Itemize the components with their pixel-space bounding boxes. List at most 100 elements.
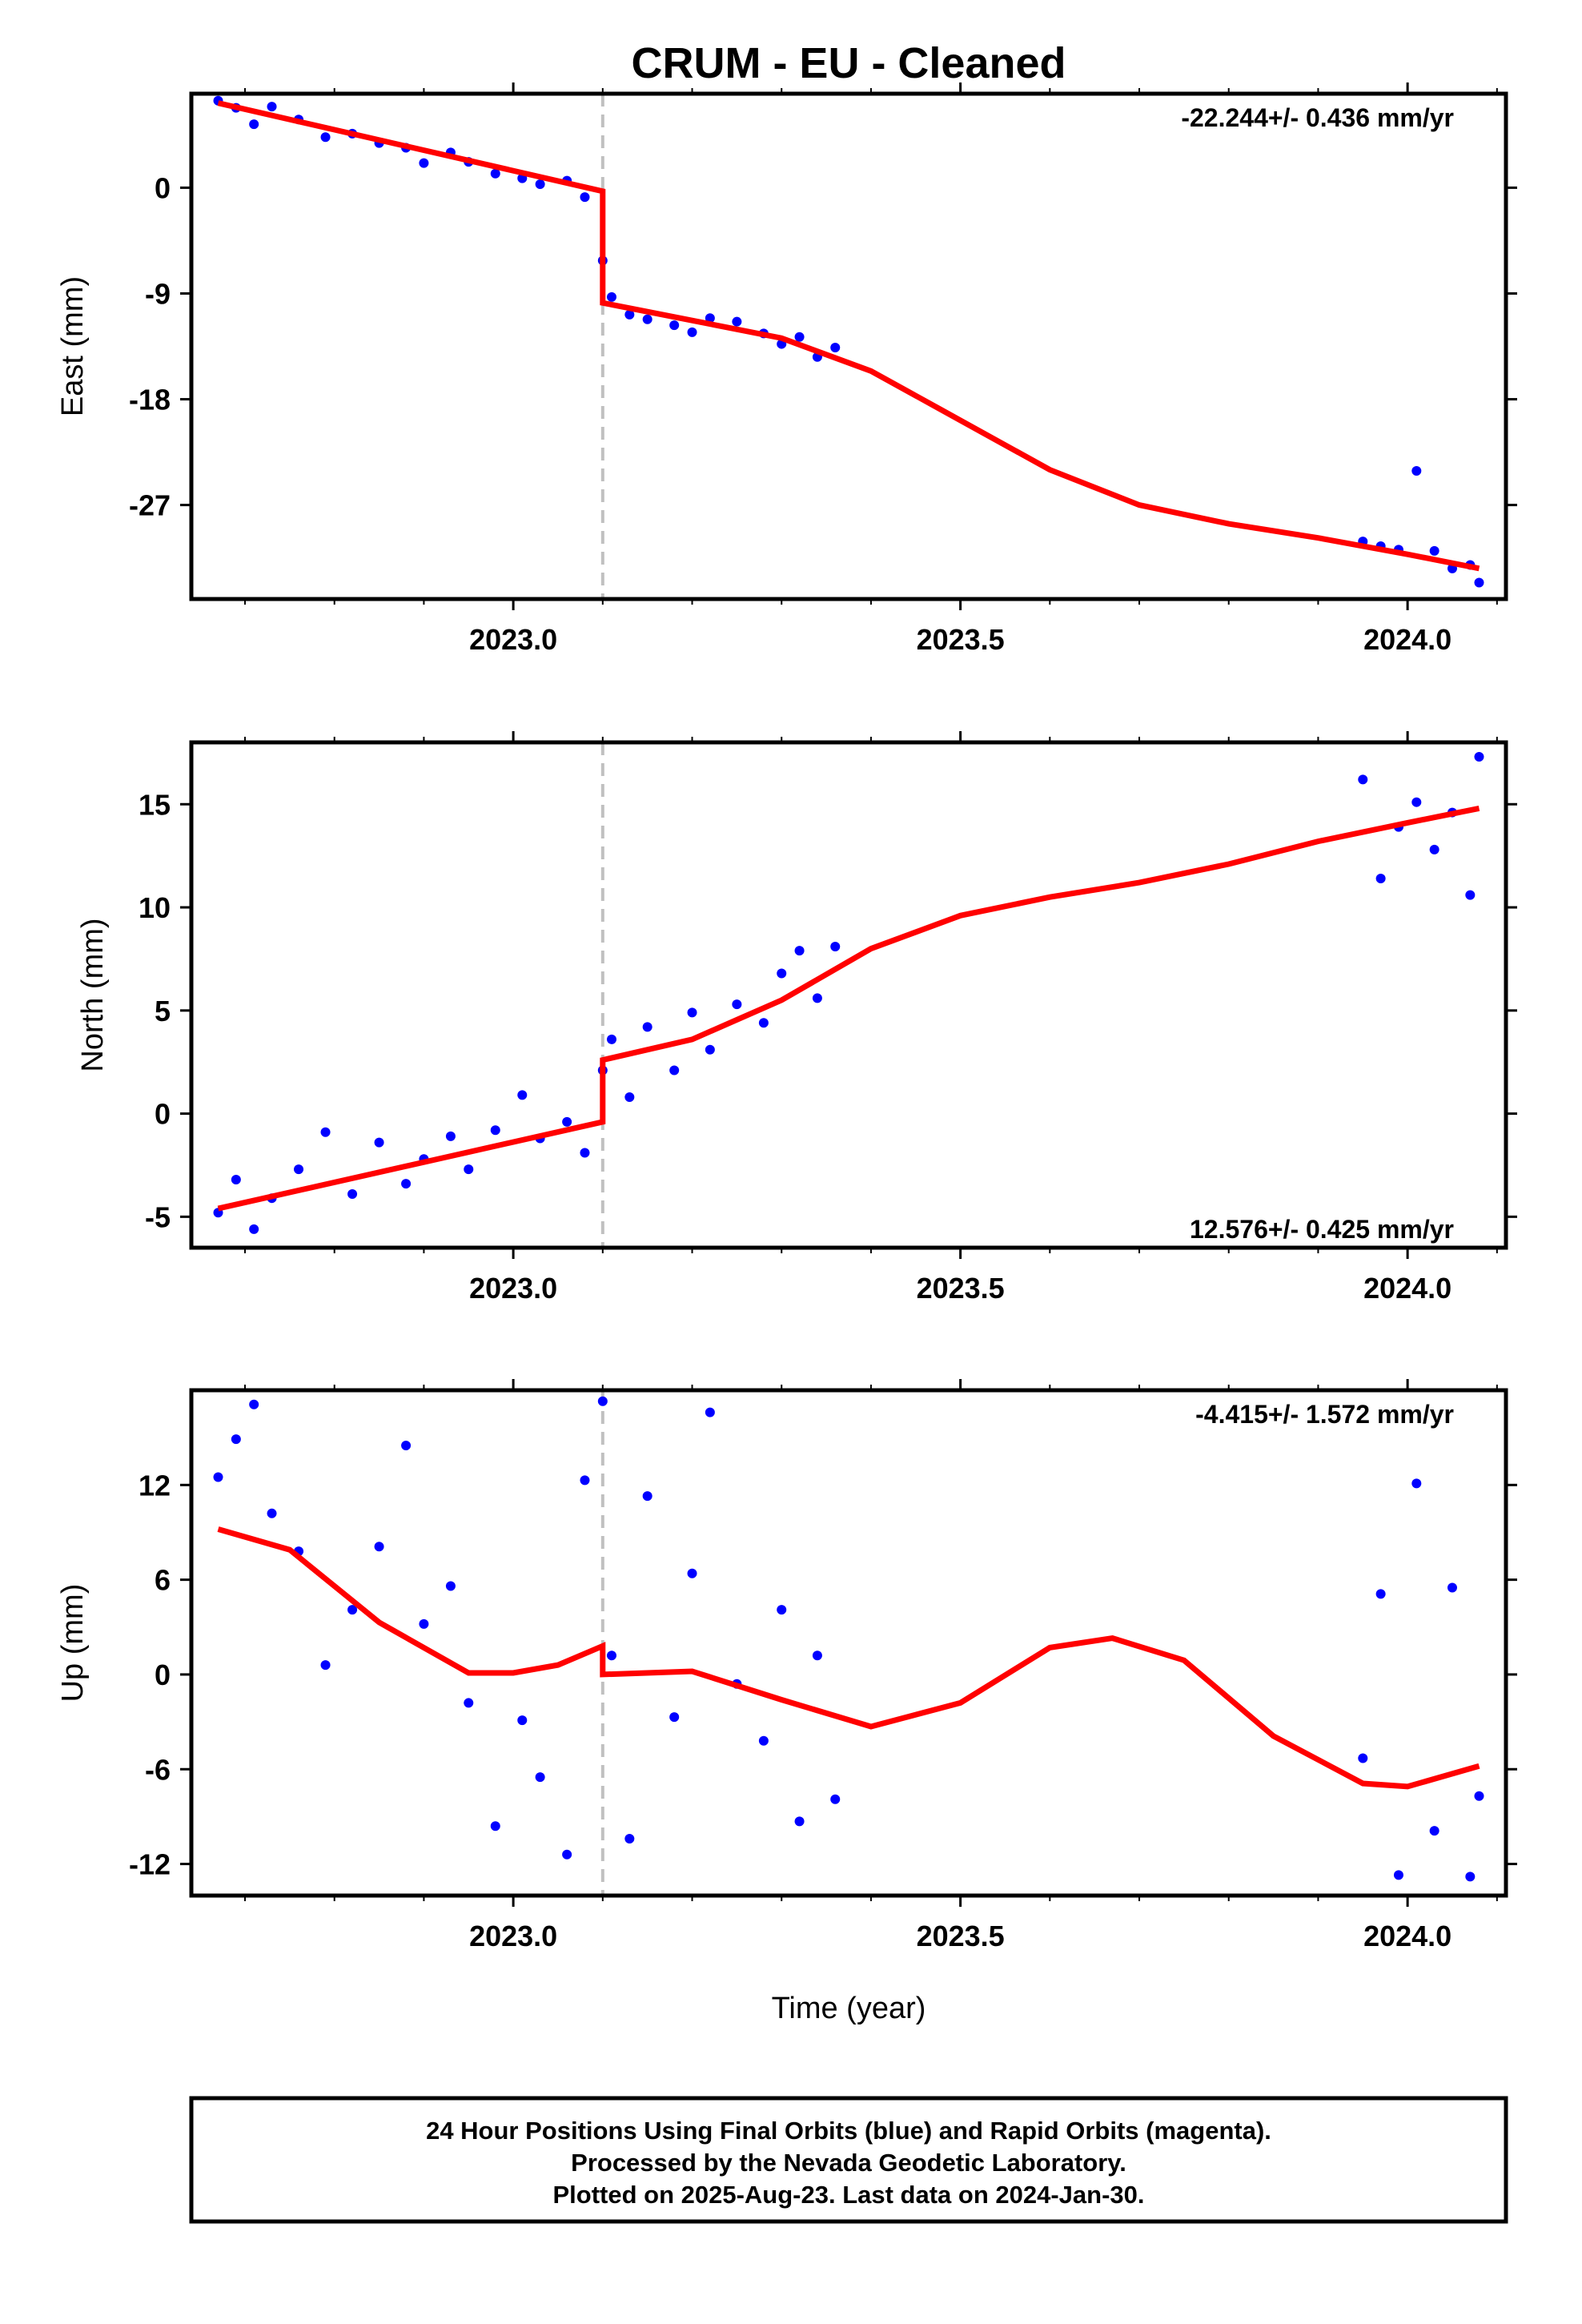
x-axis-label: Time (year) — [772, 1992, 926, 2025]
chart-title: CRUM - EU - Cleaned — [631, 39, 1066, 87]
data-point — [830, 941, 841, 951]
y-tick-label: 5 — [155, 995, 171, 1027]
data-point — [231, 1175, 241, 1185]
data-point — [401, 1441, 412, 1451]
x-tick-label: 2023.5 — [917, 1272, 1005, 1305]
data-point — [374, 1542, 384, 1552]
data-point — [249, 119, 259, 130]
east-plot-frame — [189, 91, 1508, 601]
y-tick-label: -6 — [145, 1753, 171, 1786]
data-point — [1429, 844, 1439, 854]
footer-frame — [189, 2096, 1508, 2224]
data-point — [580, 192, 590, 203]
data-point — [580, 1475, 590, 1486]
east-y-axis-label: East (mm) — [56, 276, 90, 416]
north-rate-annotation: 12.576+/- 0.425 mm/yr — [1190, 1215, 1454, 1244]
x-tick-label: 2023.5 — [917, 623, 1005, 656]
y-tick-label: -5 — [145, 1200, 171, 1233]
data-point — [213, 1472, 223, 1482]
data-point — [705, 313, 715, 324]
up-model-curve — [217, 1526, 1480, 1790]
data-point — [1358, 774, 1368, 785]
x-tick-label: 2023.0 — [469, 1272, 557, 1305]
data-point — [249, 1224, 259, 1234]
data-point — [320, 1660, 331, 1671]
east-x-tick-labels: 2023.0 2023.5 2024.0 — [469, 623, 1452, 656]
data-point — [490, 1821, 500, 1831]
data-point — [1411, 466, 1422, 476]
x-tick-label: 2024.0 — [1363, 1272, 1452, 1305]
data-point — [597, 1396, 608, 1406]
data-point — [830, 342, 841, 352]
data-point — [490, 1125, 500, 1136]
data-point — [445, 1131, 456, 1141]
y-tick-label: 0 — [155, 1659, 171, 1691]
data-point — [1474, 577, 1484, 588]
data-point — [777, 968, 787, 979]
data-point — [794, 332, 805, 342]
north-plot-frame — [189, 740, 1508, 1250]
data-point — [1358, 1753, 1368, 1763]
y-tick-label: 15 — [139, 788, 171, 821]
data-point — [1429, 1826, 1439, 1836]
data-point — [732, 999, 742, 1010]
data-point — [669, 320, 680, 331]
east-tick-marks — [180, 82, 1517, 610]
data-point — [830, 1794, 841, 1804]
data-point — [624, 309, 635, 320]
y-tick-label: 12 — [139, 1469, 171, 1502]
north-tick-marks — [180, 731, 1517, 1259]
y-tick-label: 0 — [155, 1098, 171, 1131]
data-point — [1411, 797, 1422, 807]
data-point — [320, 132, 331, 143]
up-y-tick-labels: 12 6 0 -6 -12 — [129, 1469, 171, 1880]
data-point — [606, 1651, 616, 1661]
up-rate-annotation: -4.415+/- 1.572 mm/yr — [1195, 1400, 1454, 1429]
north-x-tick-labels: 2023.0 2023.5 2024.0 — [469, 1272, 1452, 1305]
data-point — [705, 1407, 715, 1417]
x-tick-label: 2023.5 — [917, 1920, 1005, 1952]
data-point — [642, 1491, 652, 1502]
data-point — [687, 1007, 697, 1018]
data-point — [267, 1508, 277, 1518]
data-point — [777, 1605, 787, 1615]
x-tick-label: 2023.0 — [469, 623, 557, 656]
footer-line-3: Plotted on 2025-Aug-23. Last data on 202… — [552, 2181, 1144, 2209]
data-point — [535, 179, 545, 189]
up-x-tick-labels: 2023.0 2023.5 2024.0 — [469, 1920, 1452, 1952]
up-plot-frame — [189, 1388, 1508, 1898]
north-y-axis-label: North (mm) — [76, 918, 110, 1072]
data-point — [580, 1148, 590, 1158]
y-tick-label: -27 — [129, 489, 171, 522]
data-point — [812, 993, 822, 1003]
east-panel: 0 -9 -18 -27 2023.0 2023.5 2024.0 East (… — [56, 82, 1517, 656]
east-y-tick-labels: 0 -9 -18 -27 — [129, 171, 171, 521]
east-model-curve — [217, 100, 1480, 572]
data-point — [562, 1849, 572, 1860]
y-tick-label: 0 — [155, 171, 171, 204]
data-point — [1429, 545, 1439, 556]
data-point — [794, 946, 805, 956]
data-point — [445, 1581, 456, 1591]
data-point — [267, 102, 277, 112]
footer-box: 24 Hour Positions Using Final Orbits (bl… — [189, 2096, 1508, 2224]
data-point — [1375, 1589, 1386, 1599]
data-point — [669, 1712, 680, 1723]
north-panel: 15 10 5 0 -5 2023.0 2023.5 2024.0 North … — [76, 731, 1517, 1305]
data-point — [624, 1834, 635, 1844]
east-rate-annotation: -22.244+/- 0.436 mm/yr — [1181, 103, 1454, 132]
data-point — [758, 1018, 769, 1028]
up-tick-marks — [180, 1379, 1517, 1907]
data-point — [401, 1179, 412, 1189]
data-point — [669, 1065, 680, 1076]
data-point — [464, 1698, 474, 1708]
data-point — [562, 1116, 572, 1127]
footer-line-2: Processed by the Nevada Geodetic Laborat… — [571, 2149, 1126, 2177]
north-y-tick-labels: 15 10 5 0 -5 — [139, 788, 171, 1233]
data-point — [1465, 890, 1476, 900]
data-point — [624, 1092, 635, 1102]
x-tick-label: 2023.0 — [469, 1920, 557, 1952]
y-tick-label: -18 — [129, 384, 171, 416]
data-point — [606, 292, 616, 302]
